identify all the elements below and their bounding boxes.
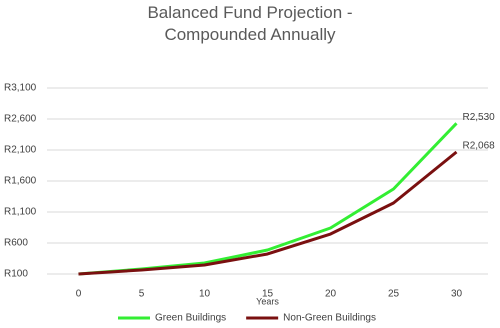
y-tick-label: R1,600	[4, 176, 37, 187]
x-axis-label: Years	[256, 296, 279, 306]
x-tick-label: 20	[325, 289, 337, 300]
y-tick-label: R3,100	[4, 83, 37, 94]
y-tick-label: R600	[4, 238, 28, 249]
data-label: R2,068	[463, 141, 496, 152]
y-tick-label: R1,100	[4, 207, 37, 218]
x-tick-label: 15	[262, 289, 274, 300]
legend-label: Non-Green Buildings	[283, 313, 376, 324]
x-tick-label: 5	[139, 289, 145, 300]
data-label: R2,530	[463, 112, 496, 123]
chart-title: Balanced Fund Projection - Compounded An…	[147, 3, 353, 44]
y-tick-label: R100	[4, 269, 28, 280]
y-tick-label: R2,600	[4, 114, 37, 125]
x-tick-label: 25	[388, 289, 400, 300]
x-tick-label: 30	[451, 289, 463, 300]
series-line	[78, 150, 458, 276]
legend-label: Green Buildings	[155, 313, 226, 324]
x-tick-label: 10	[199, 289, 211, 300]
x-tick-label: 0	[76, 289, 82, 300]
y-tick-label: R2,100	[4, 145, 37, 156]
